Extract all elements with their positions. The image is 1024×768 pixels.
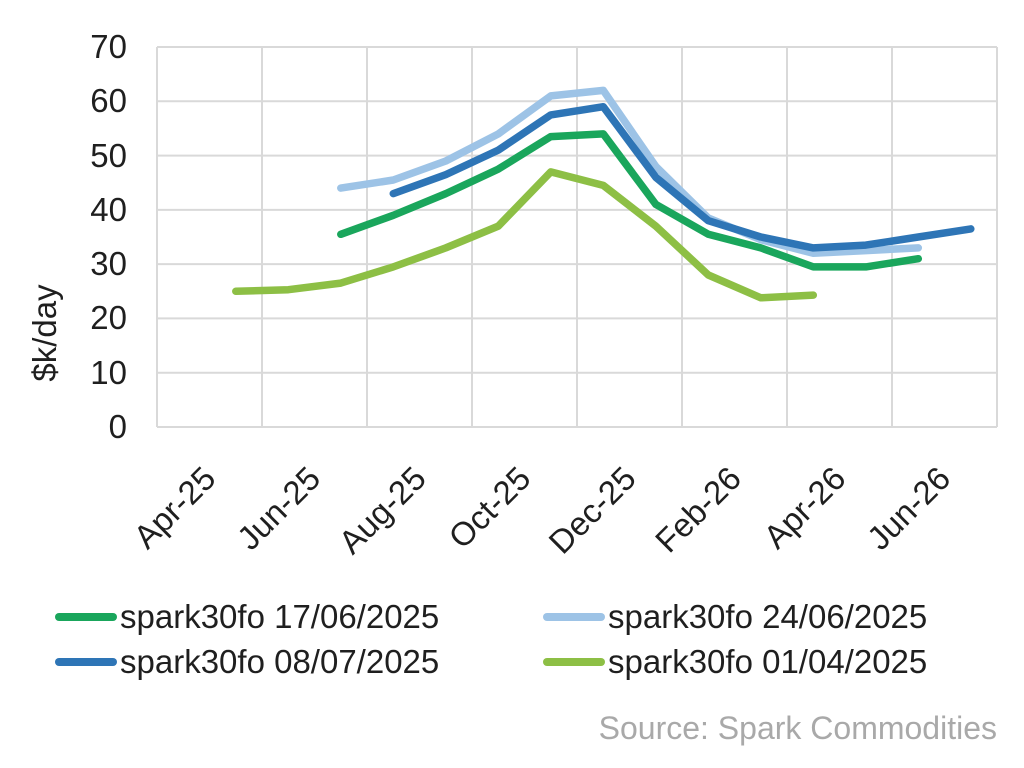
legend-label: spark30fo 08/07/2025 (120, 643, 440, 680)
legend: spark30fo 17/06/2025 spark30fo 24/06/202… (55, 596, 995, 683)
legend-item-spark30fo-01-04-2025: spark30fo 01/04/2025 (543, 641, 995, 683)
legend-item-spark30fo-24-06-2025: spark30fo 24/06/2025 (543, 596, 995, 638)
y-tick-label-30: 30 (90, 245, 127, 283)
source-note: Source: Spark Commodities (598, 710, 997, 746)
y-tick-label-70: 70 (90, 28, 127, 65)
legend-swatch-green (55, 613, 117, 621)
legend-swatch-light-blue (543, 613, 605, 621)
y-tick-label-10: 10 (90, 353, 127, 391)
y-tick-label-0: 0 (108, 408, 127, 445)
y-tick-label-50: 50 (90, 136, 127, 174)
legend-swatch-dark-blue (55, 658, 117, 666)
legend-item-spark30fo-17-06-2025: spark30fo 17/06/2025 (55, 596, 543, 638)
series-line-spark30fo-17-06-2025 (337, 130, 923, 271)
legend-label: spark30fo 01/04/2025 (608, 643, 928, 680)
series-line-spark30fo-24-06-2025 (337, 86, 923, 258)
legend-label: spark30fo 17/06/2025 (120, 598, 440, 635)
y-tick-label-20: 20 (90, 299, 127, 337)
y-tick-label-40: 40 (90, 190, 127, 228)
legend-swatch-light-green (543, 658, 605, 666)
legend-item-spark30fo-08-07-2025: spark30fo 08/07/2025 (55, 641, 543, 683)
series-line-spark30fo-01-04-2025 (232, 168, 818, 302)
y-tick-label-60: 60 (90, 82, 127, 120)
legend-label: spark30fo 24/06/2025 (608, 598, 928, 635)
series-line-spark30fo-08-07-2025 (389, 102, 975, 252)
